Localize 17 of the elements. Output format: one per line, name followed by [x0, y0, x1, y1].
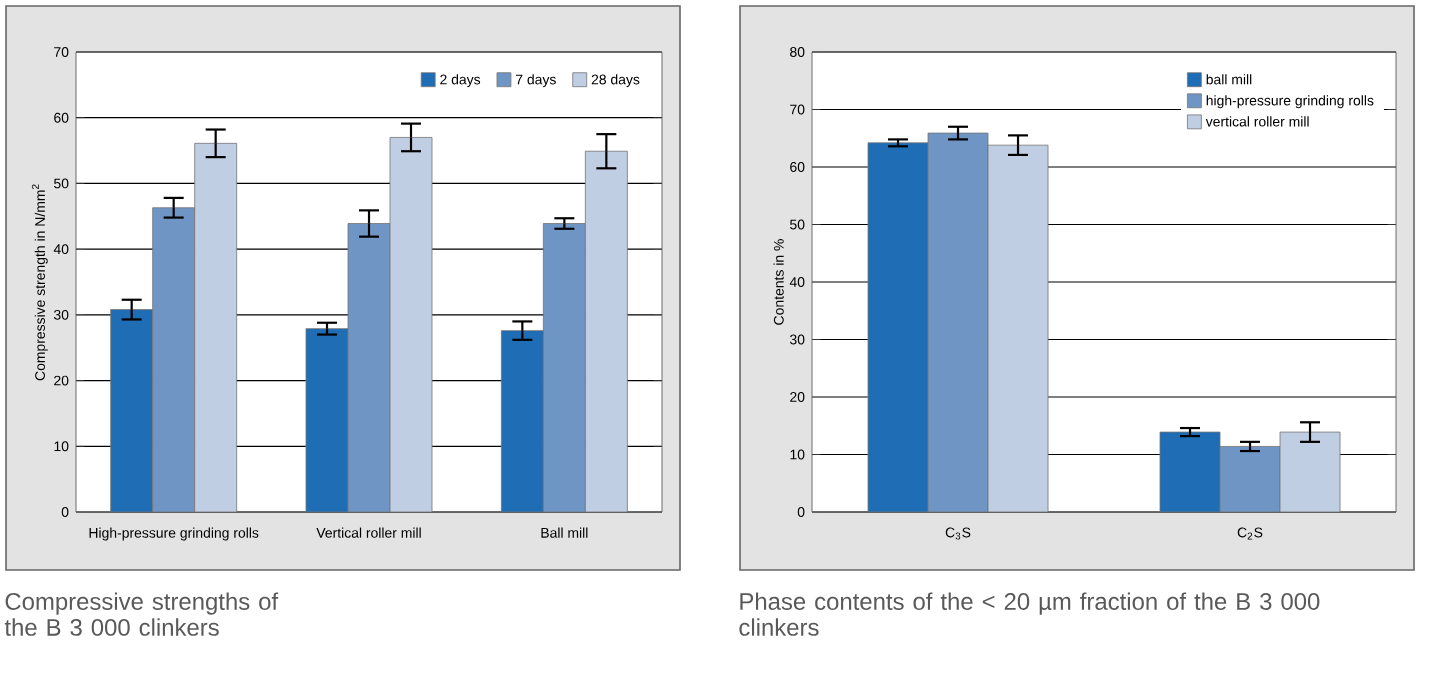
bar [542, 223, 586, 512]
bar [500, 330, 544, 512]
bar [584, 150, 628, 512]
bar [110, 309, 154, 512]
bar [347, 223, 391, 512]
bar [987, 144, 1049, 512]
bar [194, 142, 238, 512]
bar [1159, 431, 1221, 512]
bar [152, 207, 196, 512]
bar [1279, 431, 1341, 512]
bar [305, 328, 349, 512]
bar [1219, 446, 1281, 512]
bar [927, 132, 989, 512]
text: Compressive strengths of the B 3 000 clinkers [4, 592, 279, 636]
bar [389, 137, 433, 512]
text: Phase contents of the < 20 µm fraction of the B 3 000 clinkers [739, 592, 1320, 636]
bar [867, 142, 929, 512]
